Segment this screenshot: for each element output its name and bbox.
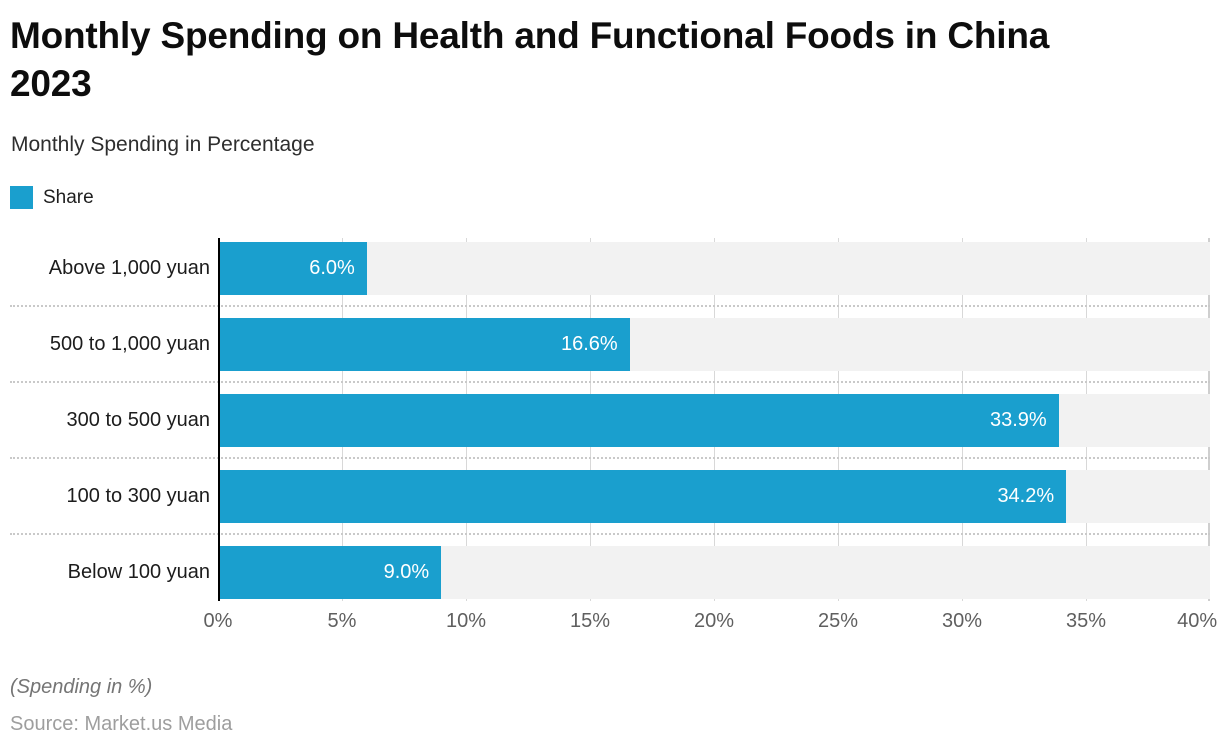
- chart-subtitle: Monthly Spending in Percentage: [11, 133, 315, 156]
- bar-value-label: 33.9%: [990, 409, 1047, 431]
- bar-value-label: 9.0%: [383, 561, 430, 583]
- plot-area: 6.0% 16.6% 33.9% 34.2% 9.0%: [218, 238, 1210, 601]
- row-separator: [10, 305, 1210, 307]
- x-tick-label: 10%: [445, 610, 487, 632]
- bar-500-to-1000-yuan: 16.6%: [218, 318, 630, 371]
- source-credit: Source: Market.us Media: [10, 713, 233, 735]
- row-separator: [10, 381, 1210, 383]
- bar-above-1000-yuan: 6.0%: [218, 242, 367, 295]
- legend-label: Share: [43, 186, 94, 208]
- x-tick-label: 25%: [817, 610, 859, 632]
- row-separator: [10, 533, 1210, 535]
- chart-title-line1: Monthly Spending on Health and Functiona…: [10, 15, 1050, 56]
- x-tick-label: 5%: [327, 610, 357, 632]
- bar-below-100-yuan: 9.0%: [218, 546, 442, 599]
- category-label: 300 to 500 yuan: [66, 409, 210, 431]
- row-band: [218, 242, 1210, 295]
- bar-value-label: 16.6%: [560, 333, 618, 355]
- row-separator: [10, 457, 1210, 459]
- legend-swatch-icon: [10, 186, 33, 209]
- chart-title-line2: 2023: [10, 63, 92, 104]
- x-tick-label: 35%: [1065, 610, 1107, 632]
- y-axis-line: [218, 238, 220, 601]
- bar-100-to-300-yuan: 34.2%: [218, 470, 1067, 523]
- category-label: 500 to 1,000 yuan: [49, 333, 210, 355]
- category-label: Below 100 yuan: [67, 561, 210, 583]
- spending-note: (Spending in %): [10, 676, 153, 698]
- x-tick-label: 0%: [203, 610, 233, 632]
- legend: Share: [10, 186, 94, 209]
- category-label: Above 1,000 yuan: [48, 257, 210, 279]
- category-label: 100 to 300 yuan: [66, 485, 210, 507]
- bar-300-to-500-yuan: 33.9%: [218, 394, 1059, 447]
- bar-value-label: 34.2%: [997, 485, 1055, 507]
- bar-value-label: 6.0%: [309, 257, 355, 279]
- x-tick-label: 30%: [941, 610, 983, 632]
- chart-title: Monthly Spending on Health and Functiona…: [10, 12, 1049, 108]
- x-tick-label: 20%: [693, 610, 735, 632]
- x-tick-label: 15%: [569, 610, 611, 632]
- x-tick-label: 40%: [1177, 610, 1218, 632]
